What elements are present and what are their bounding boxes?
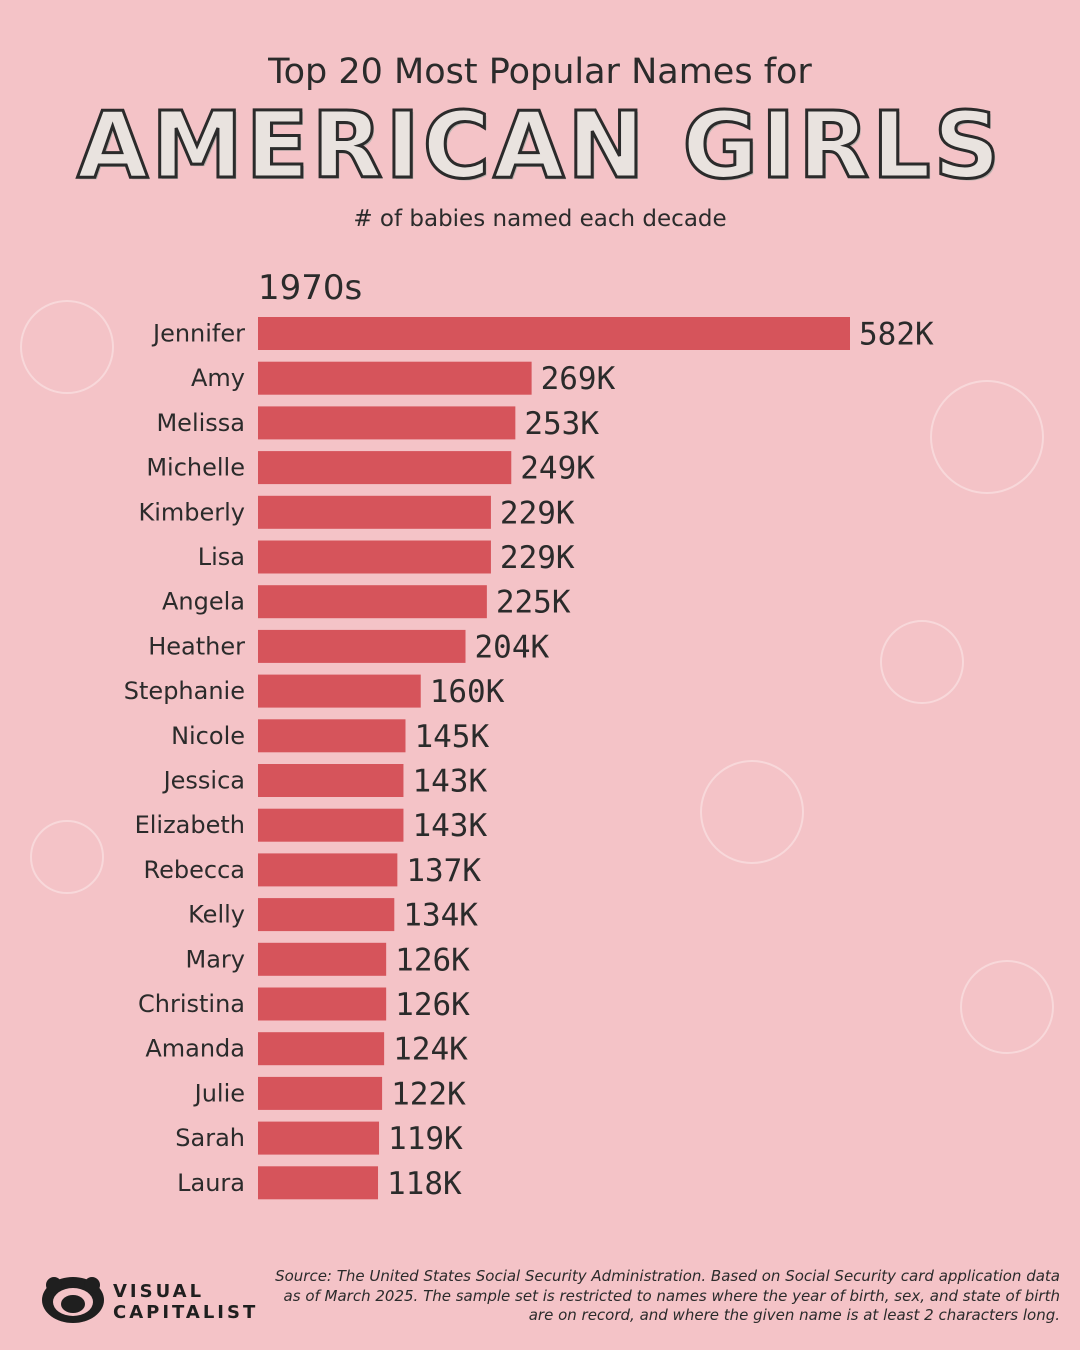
subtitle: # of babies named each decade	[353, 206, 727, 232]
value-label: 143K	[412, 764, 487, 800]
category-label: Amy	[191, 364, 245, 392]
title-line-1: Top 20 Most Popular Names for	[268, 52, 812, 92]
source-note: Source: The United States Social Securit…	[275, 1267, 1060, 1324]
bar	[258, 629, 466, 663]
bar	[258, 898, 395, 932]
category-label: Julie	[193, 1079, 245, 1107]
category-label: Michelle	[146, 454, 245, 482]
category-label: Nicole	[171, 722, 245, 750]
bar	[258, 808, 404, 842]
bar	[258, 361, 532, 395]
value-label: 269K	[541, 361, 616, 397]
value-label: 119K	[388, 1121, 463, 1157]
category-label: Jennifer	[151, 320, 245, 348]
category-label: Stephanie	[124, 677, 245, 705]
category-label: Christina	[138, 990, 245, 1018]
background-doodle	[20, 300, 114, 394]
category-label: Angela	[162, 588, 245, 616]
bar	[258, 406, 516, 440]
category-label: Laura	[177, 1169, 245, 1197]
value-label: 204K	[475, 629, 550, 665]
bar	[258, 719, 406, 753]
bar	[258, 942, 387, 976]
background-doodle	[30, 820, 104, 894]
value-label: 160K	[430, 674, 505, 710]
category-label: Mary	[186, 945, 245, 973]
category-label: Elizabeth	[135, 811, 245, 839]
bar	[258, 1121, 380, 1155]
category-label: Amanda	[145, 1035, 245, 1063]
value-label: 225K	[496, 585, 571, 621]
category-label: Melissa	[156, 409, 245, 437]
value-label: 126K	[395, 987, 470, 1023]
logo-text-line-1: VISUAL	[113, 1281, 205, 1302]
category-label: Jessica	[162, 767, 245, 795]
logo-mark-icon	[42, 1277, 104, 1323]
value-label: 253K	[524, 406, 599, 442]
value-label: 126K	[395, 942, 470, 978]
bar	[258, 1166, 379, 1200]
bar	[258, 1032, 385, 1066]
value-label: 229K	[500, 540, 575, 576]
category-label: Heather	[148, 632, 245, 660]
value-label: 122K	[391, 1076, 466, 1112]
bar	[258, 764, 404, 797]
bar	[258, 674, 421, 708]
bar	[258, 1076, 383, 1110]
value-label: 249K	[520, 451, 595, 487]
category-label: Lisa	[198, 543, 245, 571]
bar	[258, 317, 850, 350]
value-label: 229K	[500, 495, 575, 531]
background-doodle	[880, 620, 964, 704]
title-main: AMERICAN GIRLS	[76, 91, 1003, 201]
decade-label: 1970s	[258, 268, 363, 308]
value-label: 134K	[403, 898, 478, 934]
bar	[258, 495, 491, 529]
background-doodle	[930, 380, 1044, 494]
visual-capitalist-logo: VISUAL CAPITALIST	[40, 1275, 280, 1330]
logo-text: VISUAL CAPITALIST	[113, 1281, 258, 1323]
bar	[258, 540, 491, 574]
category-label: Kelly	[188, 901, 245, 929]
value-label: 145K	[414, 719, 489, 755]
value-label: 118K	[387, 1166, 462, 1202]
value-label: 124K	[393, 1032, 468, 1068]
category-label: Sarah	[175, 1124, 245, 1152]
background-doodle	[960, 960, 1054, 1054]
bar	[258, 987, 387, 1021]
background-doodle	[700, 760, 804, 864]
value-label: 582K	[859, 317, 934, 353]
bar	[258, 853, 398, 887]
value-label: 137K	[406, 853, 481, 889]
bar	[258, 451, 512, 485]
value-label: 143K	[412, 808, 487, 844]
category-label: Kimberly	[138, 498, 245, 526]
bar	[258, 585, 487, 619]
logo-text-line-2: CAPITALIST	[113, 1302, 259, 1323]
category-label: Rebecca	[144, 856, 245, 884]
